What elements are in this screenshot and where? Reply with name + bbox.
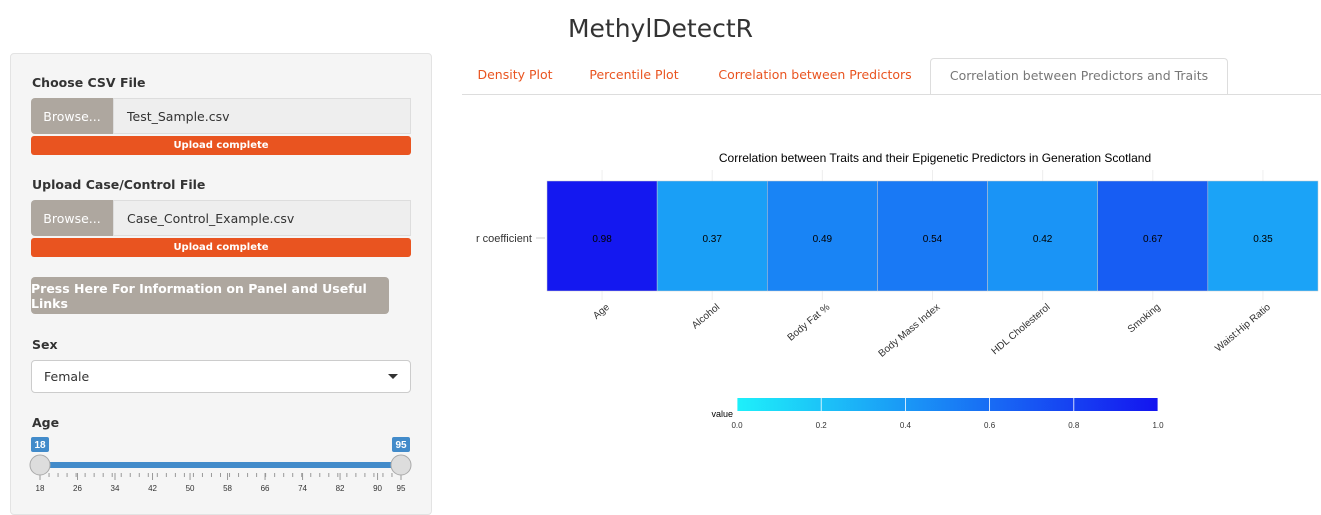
slider-track [40,462,401,468]
app-title: MethylDetectR [567,14,754,43]
file-name[interactable]: Case_Control_Example.csv [113,200,411,236]
x-tick-label: Body Fat % [786,302,833,344]
slider-tick-label: 82 [336,484,345,493]
info-button[interactable]: Press Here For Information on Panel and … [31,277,389,314]
x-tick-label: Age [591,302,612,322]
heat-cell [1097,180,1209,292]
slider-value: 18 [34,440,46,451]
heat-cell [656,180,768,292]
heat-cell [877,180,988,292]
colorbar-tick-label: 0.6 [984,421,996,430]
browse-button[interactable]: Browse... [31,98,113,134]
slider-tick-label: 18 [36,484,45,493]
slider-tick-label: 42 [148,484,157,493]
x-tick-label: Waist:Hip Ratio [1213,302,1273,355]
chart: Correlation between Traits and their Epi… [476,151,1319,430]
cell-label: 0.35 [1253,234,1273,245]
select-value: Female [44,369,90,384]
slider-handle[interactable] [29,454,51,476]
field-label: Age [32,415,60,430]
x-tick-label: Body Mass Index [877,302,943,360]
dropdown-arrow [388,374,398,379]
tab[interactable]: Correlation between Predictors [718,67,912,82]
field-label: Choose CSV File [32,75,146,90]
slider-tick-label: 34 [111,484,120,493]
slider-value-bubble [31,437,49,452]
browse-button[interactable]: Browse... [31,200,113,236]
file-name[interactable]: Test_Sample.csv [113,98,411,134]
slider-tick-label: 50 [186,484,195,493]
row-label: r coefficient [476,233,532,245]
colorbar-tick-label: 0.0 [731,421,743,430]
slider-value-bubble [392,437,410,452]
age-slider[interactable]: 18 26 34 42 50 58 66 74 82 90 95 18 95 [0,430,430,497]
upload-progress: Upload complete [31,238,411,257]
slider-tick-label: 74 [298,484,307,493]
heat-cell [987,180,1098,292]
colorbar-tick-label: 0.8 [1068,421,1080,430]
chart-title: Correlation between Traits and their Epi… [719,151,1151,165]
field-label: Upload Case/Control File [32,177,206,192]
tab[interactable]: Percentile Plot [589,67,679,82]
slider-tick-label: 26 [73,484,82,493]
legend-title: value [711,409,733,419]
cell-label: 0.67 [1143,234,1163,245]
heat-cell [767,180,878,292]
colorbar [737,398,1158,411]
slider-tick-label: 58 [223,484,232,493]
x-tick-label: Smoking [1126,302,1163,335]
colorbar-tick-label: 1.0 [1152,421,1164,430]
slider-value: 95 [395,440,407,451]
heat-cell [1207,180,1319,292]
cell-label: 0.42 [1033,234,1053,245]
slider-tick-label: 90 [373,484,382,493]
upload-progress: Upload complete [31,136,411,155]
cell-label: 0.37 [702,234,722,245]
x-tick-label: HDL Cholesterol [990,302,1053,357]
x-tick-label: Alcohol [690,302,722,332]
cell-label: 0.49 [813,234,833,245]
colorbar-tick-label: 0.2 [816,421,828,430]
slider-tick-label: 66 [261,484,270,493]
slider-handle[interactable] [390,454,412,476]
cell-label: 0.98 [592,234,612,245]
colorbar-tick-label: 0.4 [900,421,912,430]
tab[interactable]: Correlation between Predictors and Trait… [930,58,1228,95]
slider-tick-label: 95 [397,484,406,493]
tab-divider [462,94,1321,95]
sex-select[interactable]: Female [31,360,411,393]
field-label: Sex [32,337,58,352]
heat-cell [546,180,658,292]
cell-label: 0.54 [923,234,943,245]
tab[interactable]: Density Plot [477,67,553,82]
